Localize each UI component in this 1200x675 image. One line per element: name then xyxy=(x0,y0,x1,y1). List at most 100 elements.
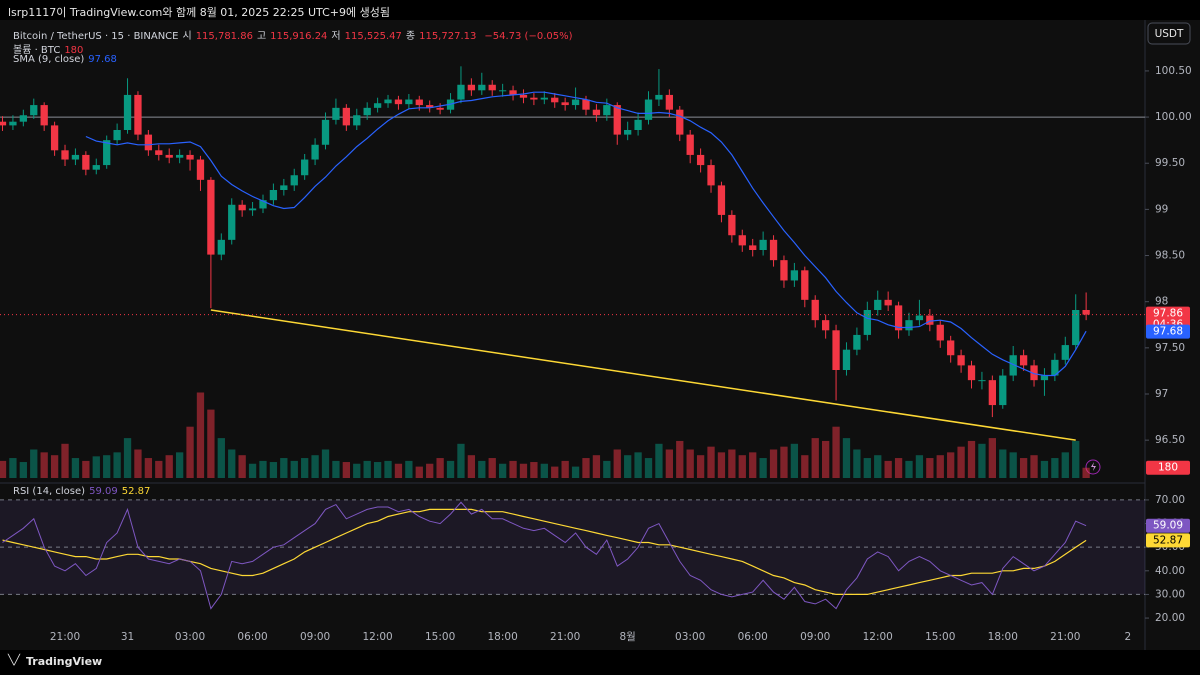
candle-body xyxy=(926,315,934,325)
current-price-label: 97.86 xyxy=(1153,308,1183,320)
candle-body xyxy=(175,154,184,158)
candle-body xyxy=(280,185,288,190)
volume-bar xyxy=(978,443,986,478)
candle-body xyxy=(769,239,778,261)
candle-body xyxy=(676,109,684,135)
currency-button[interactable] xyxy=(1147,22,1191,45)
rsi-ma-value: 52.87 xyxy=(121,486,151,497)
y-tick-label: 97.50 xyxy=(1155,342,1185,354)
volume-bar xyxy=(571,466,580,478)
volume-bar xyxy=(967,440,976,478)
candle-body xyxy=(655,94,663,100)
candle-body xyxy=(759,239,767,250)
candle-body xyxy=(1009,355,1017,376)
volume-bar xyxy=(874,455,882,478)
volume-bar xyxy=(894,458,903,478)
volume-bar xyxy=(561,460,569,478)
y-tick-label: 99.50 xyxy=(1155,157,1185,169)
candle-body xyxy=(103,140,111,166)
candle-body xyxy=(717,185,726,215)
volume-bar xyxy=(884,460,892,478)
ohlc-label: 종 xyxy=(405,31,416,42)
candle-body xyxy=(894,305,903,331)
candle-body xyxy=(488,84,496,91)
candle-body xyxy=(915,315,924,321)
x-tick-label: 18:00 xyxy=(988,631,1018,643)
volume-bar xyxy=(92,456,100,478)
volume-bar xyxy=(384,460,392,478)
volume-bar xyxy=(248,463,257,478)
volume-bar xyxy=(9,458,17,478)
volume-bar xyxy=(301,458,309,478)
volume-bar xyxy=(717,452,726,478)
candle-body xyxy=(519,94,528,98)
volume-bar xyxy=(801,455,809,478)
volume-bar xyxy=(1051,458,1059,478)
candle-body xyxy=(165,154,173,158)
candle-body xyxy=(780,260,788,281)
x-tick-label: 8월 xyxy=(619,631,635,643)
volume-bar xyxy=(259,460,267,478)
candle-body xyxy=(728,214,736,236)
y-tick-label: 99 xyxy=(1155,203,1168,215)
candle-body xyxy=(801,270,809,300)
candle-body xyxy=(696,154,705,166)
candle-body xyxy=(467,84,476,91)
volume-bar xyxy=(238,455,246,478)
volume-bar xyxy=(1040,460,1049,478)
y-tick-label: 96.50 xyxy=(1155,434,1185,446)
volume-bar xyxy=(863,458,871,478)
volume-bar xyxy=(207,409,215,478)
volume-bar xyxy=(676,440,684,478)
candle-body xyxy=(123,94,132,130)
volume-bar xyxy=(394,463,403,478)
volume-bar xyxy=(82,460,90,478)
volume-bar xyxy=(446,460,455,478)
sma-line xyxy=(85,91,1087,377)
volume-bar xyxy=(832,426,840,478)
volume-bar xyxy=(915,455,924,478)
volume-bar xyxy=(373,462,382,478)
x-tick-label: 06:00 xyxy=(237,631,267,643)
rsi-tick-label: 70.00 xyxy=(1155,494,1185,506)
candle-body xyxy=(738,235,746,246)
chart-background xyxy=(0,20,1200,650)
footer-text: TradingView xyxy=(26,655,103,668)
candle-body xyxy=(842,349,851,370)
candle-body xyxy=(561,102,569,106)
volume-bar xyxy=(759,458,767,478)
candle-body xyxy=(238,204,246,211)
volume-bar xyxy=(165,455,173,478)
x-tick-label: 09:00 xyxy=(800,631,830,643)
volume-bar xyxy=(707,446,715,478)
x-tick-label: 09:00 xyxy=(300,631,330,643)
candle-body xyxy=(436,107,444,110)
y-tick-label: 100.00 xyxy=(1155,111,1192,123)
ohlc-label: 시 xyxy=(182,31,192,42)
x-tick-label: 18:00 xyxy=(488,631,518,643)
x-tick-label: 21:00 xyxy=(1050,631,1080,643)
candle-body xyxy=(269,190,278,201)
volume-bar xyxy=(790,443,799,478)
candle-body xyxy=(551,97,559,103)
volume-bar xyxy=(269,462,278,478)
volume-bar xyxy=(749,452,757,478)
candle-body xyxy=(405,99,413,105)
alert-icon[interactable] xyxy=(1085,459,1101,475)
candle-body xyxy=(311,144,319,160)
candle-body xyxy=(363,107,371,116)
candle-body xyxy=(582,99,590,110)
volume-bar xyxy=(1072,440,1080,478)
candle-body xyxy=(1072,310,1080,346)
candle-body xyxy=(1061,345,1069,360)
candle-body xyxy=(634,119,642,130)
volume-bar xyxy=(821,440,830,478)
x-tick-label: 03:00 xyxy=(675,631,705,643)
candle-body xyxy=(9,121,17,126)
y-tick-label: 98.50 xyxy=(1155,250,1185,262)
candle-body xyxy=(196,159,205,180)
currency-label[interactable]: USDT xyxy=(1155,28,1184,40)
candle-body xyxy=(1030,365,1038,381)
volume-bar xyxy=(50,455,59,478)
alert-bolt xyxy=(1091,462,1096,471)
